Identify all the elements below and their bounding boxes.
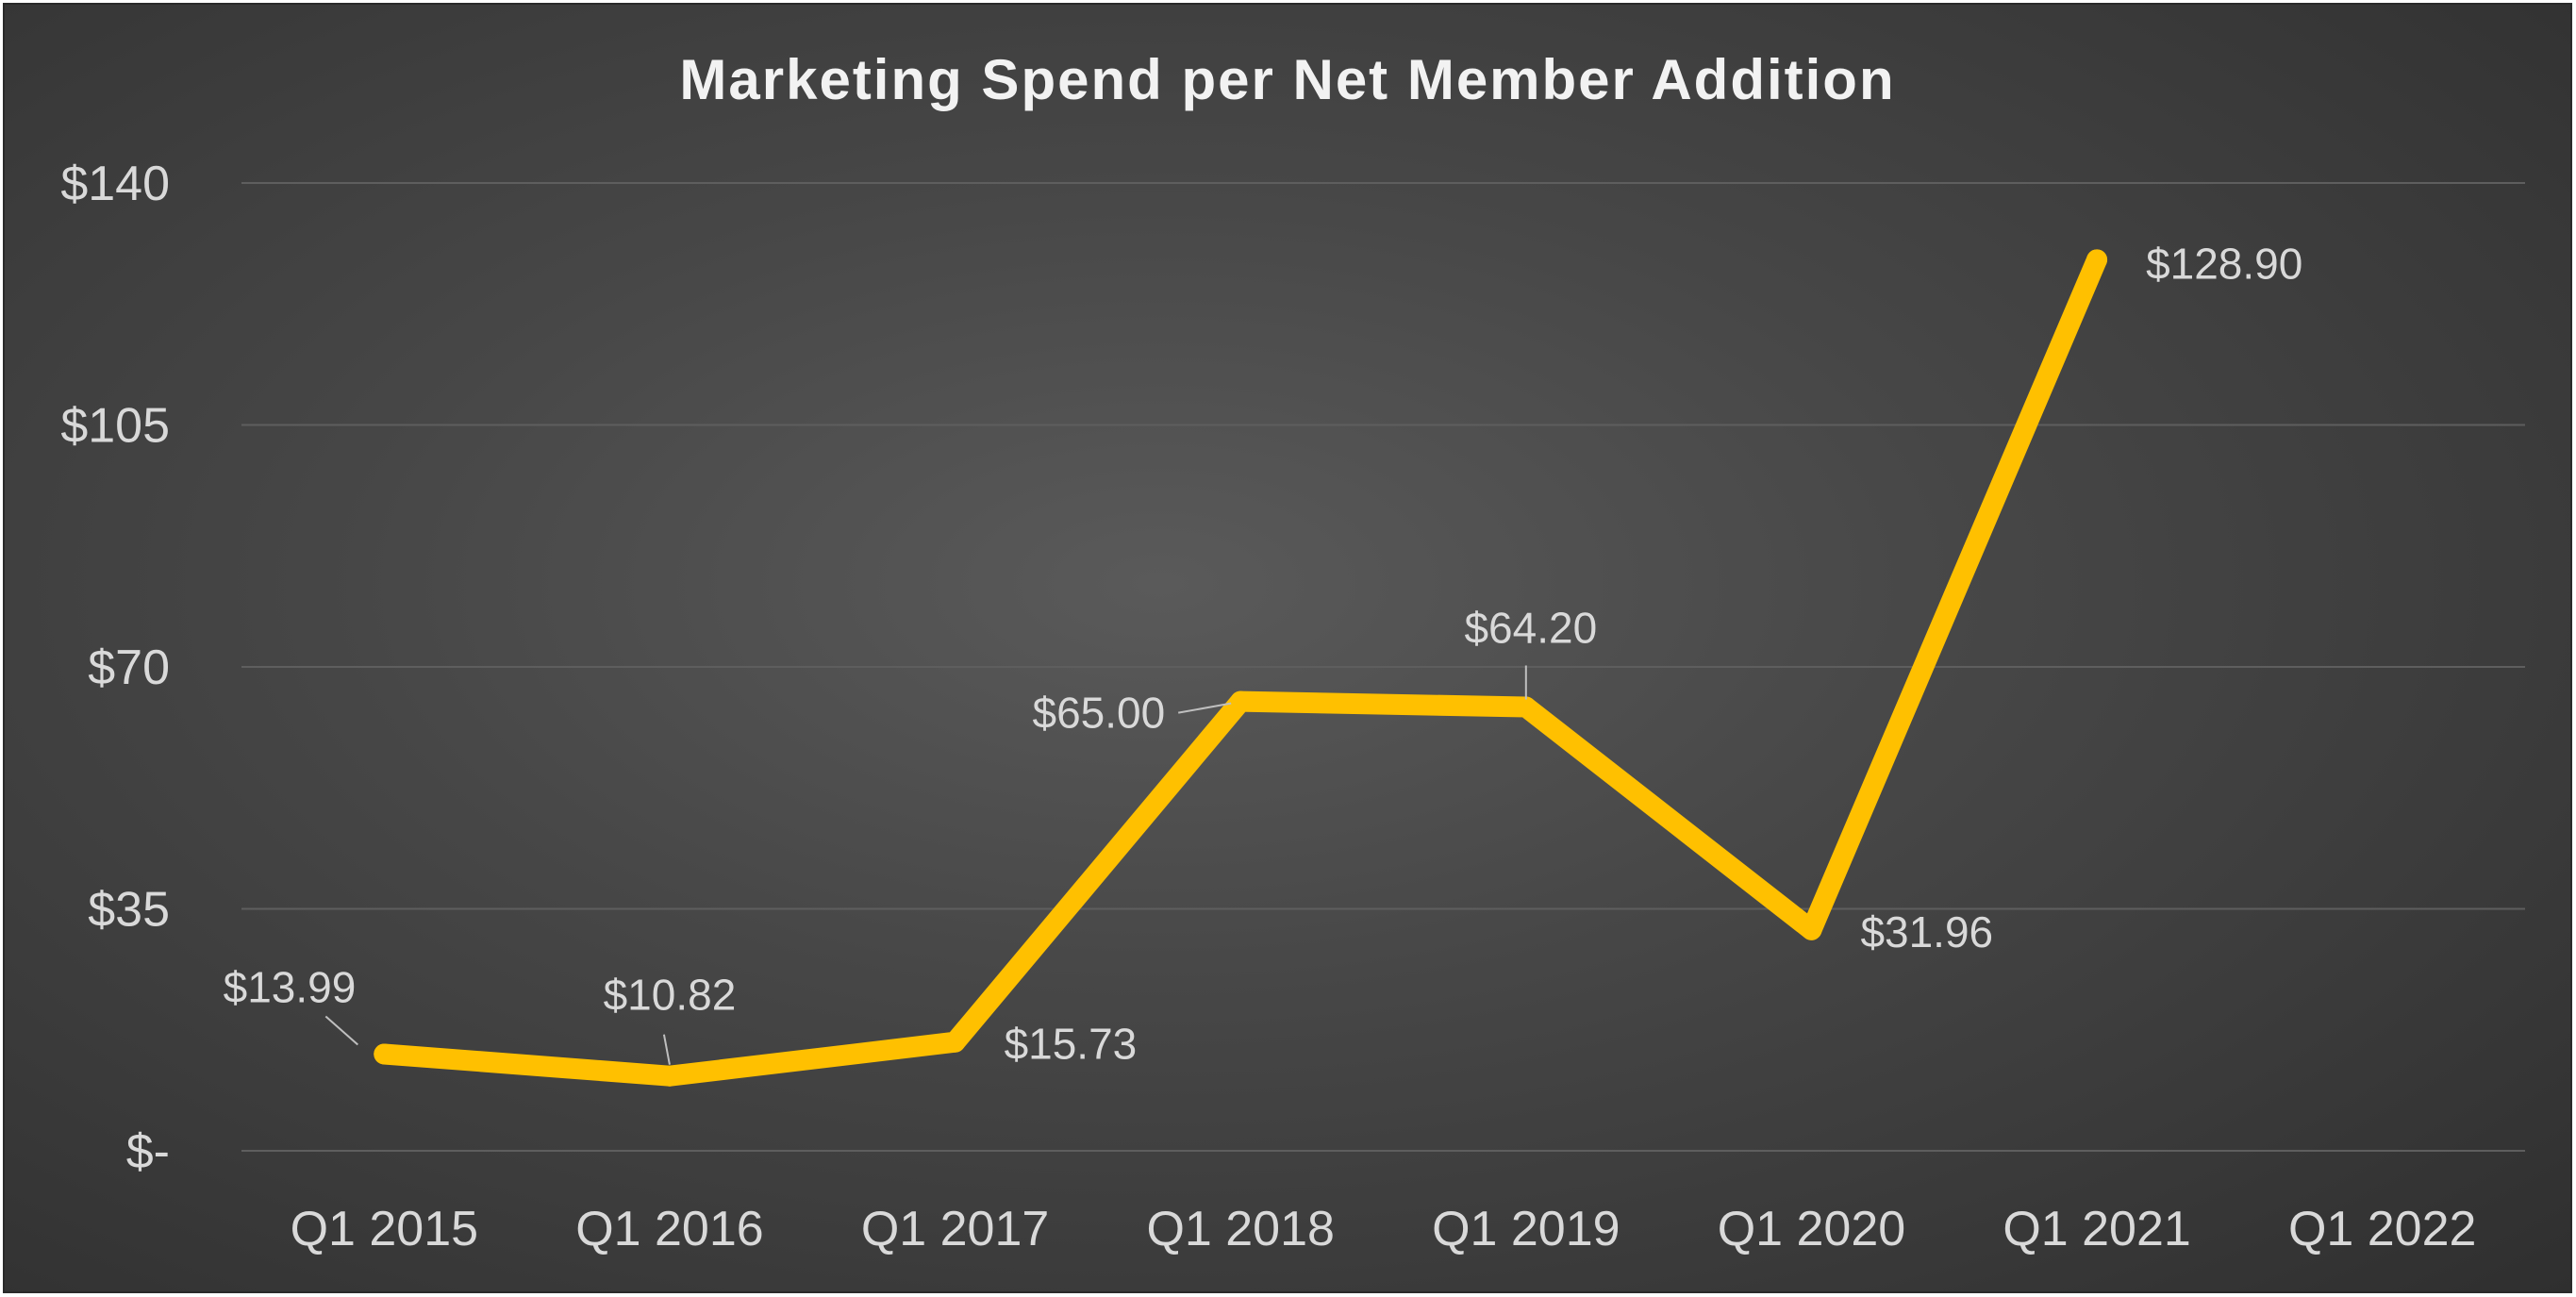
x-tick-label: Q1 2016 — [575, 1202, 764, 1256]
data-label: $31.96 — [1860, 907, 1993, 956]
data-label: $10.82 — [604, 971, 737, 1020]
data-point — [658, 1065, 680, 1087]
series-line-group — [374, 249, 2108, 1087]
label-leaders — [324, 665, 1527, 1065]
x-tick-label: Q1 2015 — [291, 1202, 479, 1256]
gridlines — [241, 182, 2525, 1152]
data-point — [1515, 696, 1537, 718]
label-leader-line — [324, 1015, 358, 1046]
data-label: $65.00 — [1032, 689, 1165, 738]
data-label: $64.20 — [1464, 604, 1597, 653]
chart-title: Marketing Spend per Net Member Addition — [679, 48, 1895, 111]
label-leader-line — [662, 1034, 671, 1065]
label-leader-line — [1178, 702, 1232, 714]
y-tick-label: $70 — [88, 640, 170, 695]
data-point — [1230, 690, 1252, 712]
data-point — [2086, 249, 2108, 271]
x-tick-label: Q1 2020 — [1718, 1202, 1906, 1256]
data-point — [944, 1031, 966, 1053]
y-tick-label: $105 — [60, 399, 170, 454]
x-tick-label: Q1 2019 — [1432, 1202, 1620, 1256]
data-point — [374, 1043, 395, 1065]
y-tick-label: $35 — [88, 883, 170, 938]
series-line — [374, 249, 2108, 1087]
chart-area — [3, 3, 2572, 1293]
x-tick-label: Q1 2022 — [2288, 1202, 2477, 1256]
y-axis: $- $35 $70 $105 $140 — [60, 157, 170, 1179]
x-tick-label: Q1 2017 — [861, 1202, 1050, 1256]
data-point — [1801, 919, 1822, 940]
x-axis: Q1 2015 Q1 2016 Q1 2017 Q1 2018 Q1 2019 Q1 20… — [291, 1202, 2477, 1256]
data-labels: $13.99 $10.82 $15.73 $65.00 $64.20 $31.96 $128… — [224, 239, 2303, 1068]
data-label: $15.73 — [1005, 1020, 1138, 1069]
data-label: $13.99 — [224, 962, 357, 1011]
y-tick-label: $140 — [60, 157, 170, 211]
x-tick-label: Q1 2021 — [2003, 1202, 2191, 1256]
data-label: $128.90 — [2146, 239, 2302, 288]
x-tick-label: Q1 2018 — [1146, 1202, 1335, 1256]
y-tick-label: $- — [126, 1124, 170, 1179]
